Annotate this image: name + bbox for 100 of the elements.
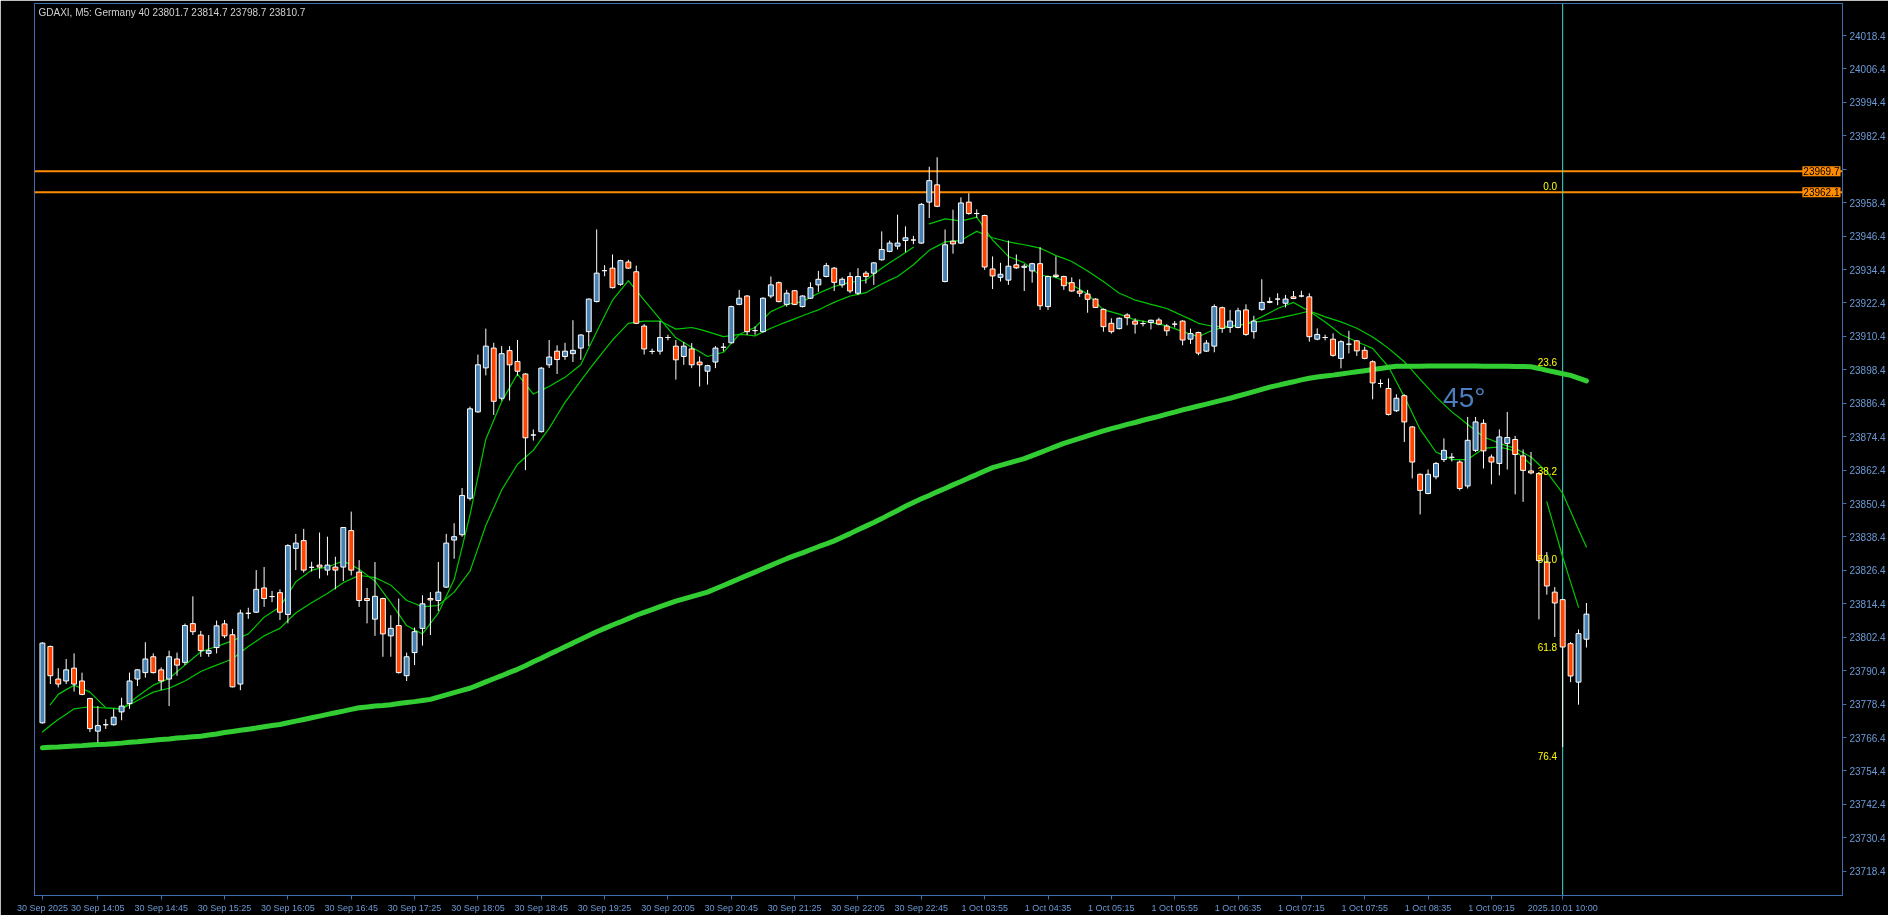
candlestick [63, 658, 70, 685]
x-tick-label: 30 Sep 19:25 [577, 902, 632, 913]
candlestick [1504, 411, 1511, 471]
ref-line-label: 23962.1 [1803, 187, 1840, 199]
candlestick [387, 614, 394, 658]
candlestick [1440, 437, 1447, 463]
candlestick [1330, 332, 1337, 358]
x-tick-label: 30 Sep 16:45 [324, 902, 379, 913]
candlestick [1227, 309, 1234, 334]
candlestick [641, 323, 648, 356]
y-tick-label: 23946.4 [1849, 231, 1887, 243]
candlestick [815, 270, 822, 293]
candlestick [1417, 472, 1424, 515]
y-tick-label: 23898.4 [1849, 364, 1887, 376]
x-tick-label: 30 Sep 20:05 [641, 902, 695, 913]
y-tick-label: 23838.4 [1849, 531, 1887, 543]
x-tick-label: 1 Oct 07:15 [1278, 902, 1325, 913]
x-tick-label: 30 Sep 21:25 [767, 902, 822, 913]
candlestick [372, 561, 378, 637]
y-tick-label: 24018.4 [1849, 30, 1887, 42]
candlestick [451, 522, 458, 560]
candlestick [261, 566, 268, 608]
x-tick-label: 30 Sep 22:05 [831, 902, 885, 913]
candlestick [965, 192, 972, 216]
candlestick [166, 650, 173, 707]
x-tick-label: 30 Sep 18:45 [514, 902, 569, 913]
y-tick-label: 23754.4 [1849, 765, 1887, 777]
candlestick [696, 355, 703, 388]
candlestick [1338, 339, 1344, 369]
candlestick [554, 344, 561, 375]
x-tick-label: 1 Oct 09:15 [1468, 902, 1515, 913]
candlestick [277, 588, 283, 621]
candlestick [767, 276, 774, 299]
y-tick-label: 23766.4 [1849, 732, 1887, 744]
x-tick-label: 30 Sep 14:05 [71, 902, 125, 913]
candlestick [1052, 255, 1059, 279]
candlestick [862, 270, 869, 284]
x-tick-label: 30 Sep 17:25 [387, 902, 442, 913]
candlestick [174, 652, 180, 677]
candlestick [189, 595, 196, 636]
candlestick [411, 627, 418, 666]
candlestick [530, 428, 537, 442]
x-tick-label: 30 Sep 18:05 [451, 902, 505, 913]
candlestick [546, 339, 553, 369]
candlestick [855, 267, 861, 296]
candlestick [158, 666, 165, 691]
x-tick-label: 30 Sep 20:45 [704, 902, 759, 913]
x-tick-label: 1 Oct 05:15 [1088, 902, 1135, 913]
candlestick [118, 697, 125, 721]
candlestick [847, 271, 854, 294]
candlestick [562, 342, 568, 361]
candlestick [688, 342, 695, 369]
y-tick-label: 23994.4 [1849, 97, 1887, 109]
x-tick-label: 30 Sep 16:05 [261, 902, 315, 913]
candlestick [1258, 278, 1265, 312]
candlestick [672, 339, 679, 381]
candlestick [71, 652, 78, 693]
y-tick-label: 23742.4 [1849, 799, 1887, 811]
candlestick [712, 345, 719, 369]
candlestick [205, 634, 212, 658]
candlestick [94, 705, 101, 743]
candlestick [934, 156, 941, 208]
candlestick [1512, 435, 1519, 495]
y-tick-label: 23718.4 [1849, 866, 1887, 878]
candlestick [1425, 469, 1432, 495]
x-tick-label: 1 Oct 03:55 [961, 902, 1008, 913]
x-tick-label: 30 Sep 2025 [16, 902, 68, 913]
y-tick-label: 23910.4 [1849, 331, 1887, 343]
y-tick-label: 24006.4 [1849, 63, 1887, 75]
annotation: 45° [1443, 382, 1486, 414]
candlestick [680, 341, 687, 366]
annotation: 23.6 [1537, 357, 1558, 369]
x-tick-label: 30 Sep 15:25 [197, 902, 252, 913]
y-tick-label: 23982.4 [1849, 130, 1887, 142]
x-tick-label: 1 Oct 06:35 [1214, 902, 1262, 913]
candlestick [870, 261, 877, 286]
candlestick [1021, 263, 1028, 292]
candlestick [569, 319, 576, 363]
y-tick-label: 23922.4 [1849, 297, 1887, 309]
annotation: 76.4 [1537, 750, 1558, 762]
y-tick-label: 23934.4 [1849, 264, 1887, 276]
candlestick [482, 328, 489, 376]
candlestick [926, 166, 933, 219]
candlestick [253, 569, 260, 614]
x-tick-label: 2025.10.01 10:00 [1527, 902, 1598, 913]
candlestick [126, 672, 133, 710]
y-tick-label: 23826.4 [1849, 565, 1887, 577]
x-tick-label: 1 Oct 04:35 [1024, 902, 1072, 913]
y-tick-label: 23862.4 [1849, 465, 1887, 477]
candlestick [1551, 586, 1558, 638]
y-tick-label: 23778.4 [1849, 699, 1887, 711]
y-tick-label: 23814.4 [1849, 598, 1887, 610]
candlestick [1520, 449, 1527, 503]
candlestick [292, 533, 299, 571]
candlestick [1250, 315, 1257, 340]
y-tick-label: 23850.4 [1849, 498, 1887, 510]
candlestick [878, 230, 885, 262]
annotation: 0.0 [1543, 181, 1558, 193]
candlestick [831, 266, 838, 292]
x-tick-label: 1 Oct 07:55 [1341, 902, 1388, 913]
